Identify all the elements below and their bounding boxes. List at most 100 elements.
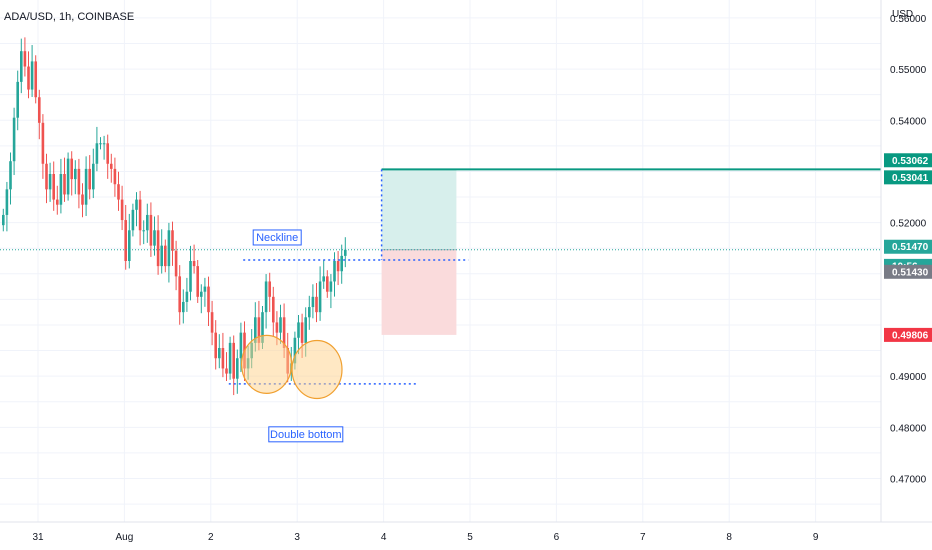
candle-body (117, 184, 120, 200)
candle-body (315, 296, 318, 313)
candle-body (196, 266, 199, 297)
candle-body (135, 199, 138, 210)
candle-body (282, 317, 286, 348)
candle-body (218, 348, 221, 359)
candle-body (293, 337, 297, 364)
candle-body (182, 301, 185, 313)
candle-body (113, 168, 117, 185)
candle-body (185, 291, 189, 302)
candle-body (254, 317, 257, 343)
candle-body (34, 61, 37, 98)
y-tick-label: 0.55000 (890, 65, 927, 76)
price-badge (884, 170, 932, 185)
profit-zone (381, 169, 457, 250)
candle-body (318, 281, 322, 313)
candle-body (63, 174, 66, 195)
candle-body (128, 230, 131, 261)
candle-body (70, 158, 73, 180)
currency-label: USD (892, 9, 913, 20)
price-badge (884, 327, 932, 342)
candle-body (167, 230, 171, 267)
candle-body (225, 368, 228, 374)
candle-body (207, 286, 210, 313)
symbol-title: ADA/USD, 1h, COINBASE (4, 11, 134, 23)
candle-body (20, 51, 23, 82)
candle-body (264, 281, 268, 313)
candle-body (261, 312, 264, 343)
candle-body (84, 168, 88, 205)
price-badge-label: 0.51430 (892, 267, 929, 278)
candle-body (131, 209, 135, 231)
candle-body (149, 214, 153, 246)
candle-body (178, 276, 181, 313)
candle-body (142, 230, 145, 232)
x-tick-label: 7 (640, 532, 646, 543)
candle-body (232, 342, 235, 379)
candle-body (2, 214, 5, 226)
candle-body (88, 168, 91, 190)
candle-body (110, 163, 113, 169)
candle-body (174, 250, 178, 277)
candle-series (2, 37, 347, 396)
candle-body (257, 317, 261, 343)
candle-body (99, 143, 102, 145)
time-axis[interactable]: 31 Aug 2 3 4 5 6 7 8 9 (32, 532, 818, 543)
candle-body (156, 230, 160, 267)
x-tick-label: Aug (116, 532, 134, 543)
candle-body (160, 245, 163, 267)
candle-body (95, 143, 99, 164)
price-badge (884, 239, 932, 254)
candle-body (300, 322, 304, 343)
double-bottom-ellipse (291, 339, 343, 400)
candle-body (268, 281, 271, 297)
x-tick-label: 3 (294, 532, 300, 543)
candle-body (221, 348, 225, 369)
y-tick-label: 0.56000 (890, 14, 927, 25)
candle-body (164, 245, 167, 267)
candle-body (59, 174, 63, 205)
candle-body (138, 199, 142, 231)
x-tick-label: 4 (381, 532, 387, 543)
double-bottom-ellipse (241, 334, 293, 394)
candle-body (146, 214, 149, 231)
candle-body (308, 307, 311, 318)
x-tick-label: 6 (554, 532, 560, 543)
candle-body (279, 317, 282, 333)
candle-body (38, 97, 41, 123)
candle-body (297, 322, 300, 338)
candle-body (5, 189, 9, 215)
y-tick-label: 0.49000 (890, 372, 927, 383)
candle-body (200, 291, 203, 297)
y-tick-label: 0.54000 (890, 116, 927, 127)
price-badge-label: 0.49806 (892, 330, 929, 341)
x-tick-label: 9 (813, 532, 819, 543)
candle-body (120, 199, 124, 221)
candle-body (304, 317, 307, 343)
neckline-label-box (252, 229, 302, 246)
candle-body (311, 296, 315, 308)
candle-body (45, 163, 48, 190)
candle-body (48, 174, 52, 190)
candle-body (124, 220, 127, 261)
candle-body (333, 261, 336, 282)
candle-body (106, 143, 109, 164)
price-badge-label: 0.53041 (892, 173, 929, 184)
candle-body (81, 194, 84, 205)
annotations: Neckline Double bottom (0, 168, 881, 443)
x-tick-label: 8 (726, 532, 732, 543)
candle-body (12, 117, 16, 162)
candle-body (171, 230, 174, 251)
candle-body (9, 161, 12, 190)
candle-body (340, 255, 343, 272)
candle-body (41, 122, 45, 164)
candle-body (214, 332, 217, 359)
price-axis[interactable]: 0.56000 0.55000 0.54000 0.52000 0.49000 0.480… (890, 14, 927, 486)
candle-body (74, 168, 77, 180)
y-tick-label: 0.47000 (890, 475, 927, 486)
price-badge-label: 0.53062 (892, 156, 929, 167)
candle-body (30, 61, 34, 90)
candle-body (322, 276, 325, 282)
double-bottom-label: Double bottom (270, 429, 342, 441)
